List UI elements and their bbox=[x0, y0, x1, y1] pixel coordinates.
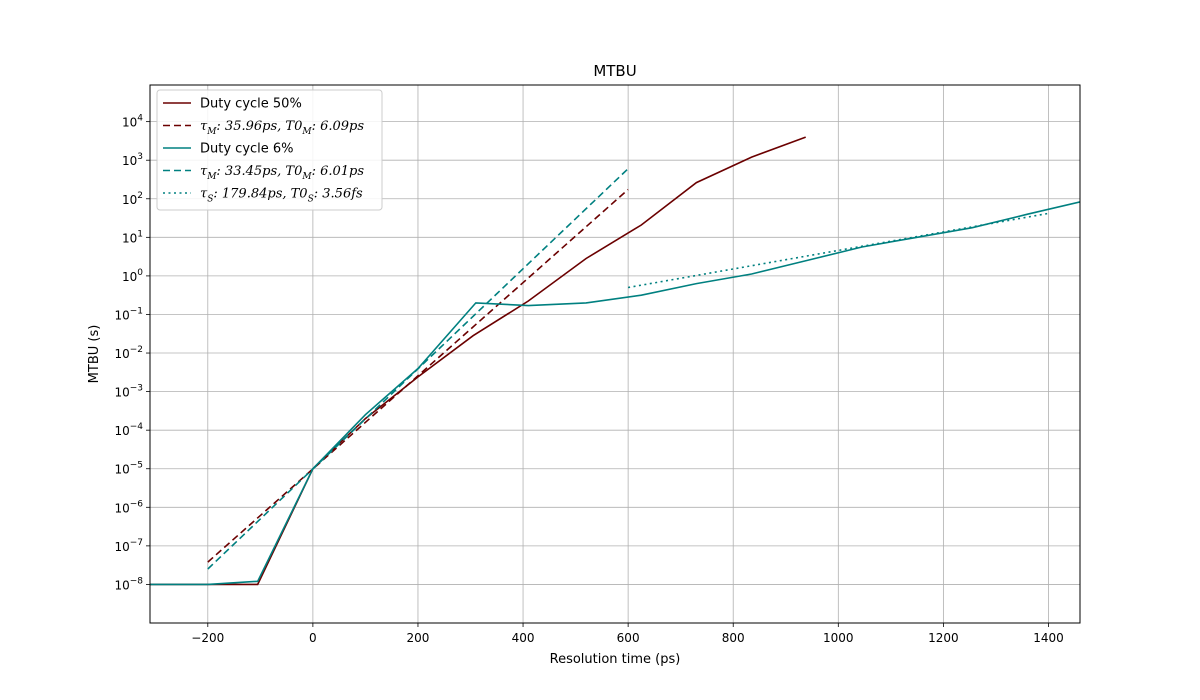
y-tick-exponent: −4 bbox=[130, 422, 144, 432]
y-tick-label: 10−4 bbox=[114, 422, 143, 438]
y-tick-exponent: 1 bbox=[137, 229, 143, 239]
legend-math-t0-val: : 3.56fs bbox=[314, 187, 363, 202]
series-lines bbox=[150, 136, 1080, 586]
series-line-3 bbox=[207, 168, 629, 570]
y-tick-exponent: 2 bbox=[137, 191, 143, 201]
legend-entry-label: τS: 179.84ps, T0S: 3.56fs bbox=[200, 187, 363, 205]
legend-math-tau: τ bbox=[200, 187, 208, 202]
y-tick-base: 10 bbox=[122, 193, 137, 207]
legend-entry-label: Duty cycle 6% bbox=[200, 142, 294, 157]
x-axis-label: Resolution time (ps) bbox=[550, 652, 681, 667]
y-tick-exponent: −3 bbox=[130, 384, 143, 394]
y-tick-base: 10 bbox=[122, 116, 137, 130]
y-tick-base: 10 bbox=[114, 424, 129, 438]
legend-math-t0: T0 bbox=[291, 187, 308, 202]
legend-math-t0-val: : 6.09ps bbox=[312, 119, 365, 134]
legend-math-t0-sub: M bbox=[301, 172, 312, 182]
y-tick-label: 10−8 bbox=[114, 576, 143, 592]
y-tick-exponent: −5 bbox=[130, 461, 143, 471]
legend-math-t0-sub: S bbox=[308, 195, 314, 205]
y-tick-exponent: −6 bbox=[130, 499, 144, 509]
grid bbox=[150, 85, 1080, 623]
x-tick-label: 200 bbox=[407, 631, 430, 645]
y-tick-label: 10−6 bbox=[114, 499, 143, 515]
legend-math-tau-sub: S bbox=[207, 195, 213, 205]
y-tick-base: 10 bbox=[114, 540, 129, 554]
legend-math-tau-val: : 179.84ps, bbox=[213, 187, 290, 202]
legend-math-t0: T0 bbox=[285, 119, 302, 134]
y-tick-exponent: −2 bbox=[130, 345, 143, 355]
legend: Duty cycle 50%τM: 35.96ps, T0M: 6.09psDu… bbox=[156, 89, 383, 211]
y-tick-base: 10 bbox=[114, 308, 129, 322]
series-line-1 bbox=[207, 188, 629, 563]
plot-frame bbox=[149, 84, 1081, 624]
y-axis-label: MTBU (s) bbox=[87, 325, 102, 384]
legend-math-t0-val: : 6.01ps bbox=[312, 164, 365, 179]
y-tick-label: 10−1 bbox=[114, 306, 143, 322]
y-tick-label: 103 bbox=[122, 152, 143, 168]
y-tick-base: 10 bbox=[122, 231, 137, 245]
y-tick-label: 101 bbox=[122, 229, 143, 245]
y-tick-exponent: 3 bbox=[137, 152, 143, 162]
y-tick-exponent: 0 bbox=[137, 268, 143, 278]
y-tick-label: 10−5 bbox=[114, 461, 143, 477]
y-tick-label: 102 bbox=[122, 191, 143, 207]
y-tick-base: 10 bbox=[114, 578, 129, 592]
x-tick-label: 1000 bbox=[823, 631, 854, 645]
legend-box bbox=[156, 89, 383, 211]
y-tick-label: 10−3 bbox=[114, 384, 143, 400]
x-tick-label: 1200 bbox=[928, 631, 959, 645]
legend-entry-label: τM: 35.96ps, T0M: 6.09ps bbox=[200, 119, 364, 137]
legend-math-tau-val: : 35.96ps, bbox=[216, 119, 285, 134]
y-tick-label: 10−2 bbox=[114, 345, 143, 361]
y-tick-exponent: 4 bbox=[137, 114, 143, 124]
x-tick-label: 600 bbox=[617, 631, 640, 645]
y-tick-base: 10 bbox=[114, 386, 129, 400]
y-tick-base: 10 bbox=[114, 347, 129, 361]
legend-math-t0: T0 bbox=[285, 164, 302, 179]
legend-math-tau: τ bbox=[200, 119, 208, 134]
legend-entry-label: Duty cycle 50% bbox=[200, 97, 302, 112]
legend-entry-label: τM: 33.45ps, T0M: 6.01ps bbox=[200, 164, 364, 182]
legend-math-tau-sub: M bbox=[206, 172, 217, 182]
y-tick-base: 10 bbox=[122, 270, 137, 284]
legend-math-tau-sub: M bbox=[206, 127, 217, 137]
legend-math-tau: τ bbox=[200, 164, 208, 179]
y-tick-label: 10−7 bbox=[114, 538, 143, 554]
axis-ticks: −200 0 200 400 600 800 1000 1200 140010−810−710−… bbox=[114, 114, 1063, 645]
y-tick-base: 10 bbox=[122, 154, 137, 168]
y-tick-exponent: −8 bbox=[130, 576, 144, 586]
x-tick-label: −200 bbox=[191, 631, 224, 645]
chart-title: MTBU bbox=[593, 62, 636, 80]
legend-math-tau-val: : 33.45ps, bbox=[216, 164, 285, 179]
x-tick-label: 400 bbox=[512, 631, 535, 645]
y-tick-base: 10 bbox=[114, 501, 129, 515]
x-tick-label: 1400 bbox=[1033, 631, 1064, 645]
y-tick-base: 10 bbox=[114, 463, 129, 477]
x-tick-label: 0 bbox=[309, 631, 317, 645]
y-tick-exponent: −7 bbox=[130, 538, 143, 548]
legend-math-t0-sub: M bbox=[301, 127, 312, 137]
y-tick-label: 104 bbox=[122, 114, 143, 130]
y-tick-exponent: −1 bbox=[130, 306, 143, 316]
y-tick-label: 100 bbox=[122, 268, 143, 284]
x-tick-label: 800 bbox=[722, 631, 745, 645]
